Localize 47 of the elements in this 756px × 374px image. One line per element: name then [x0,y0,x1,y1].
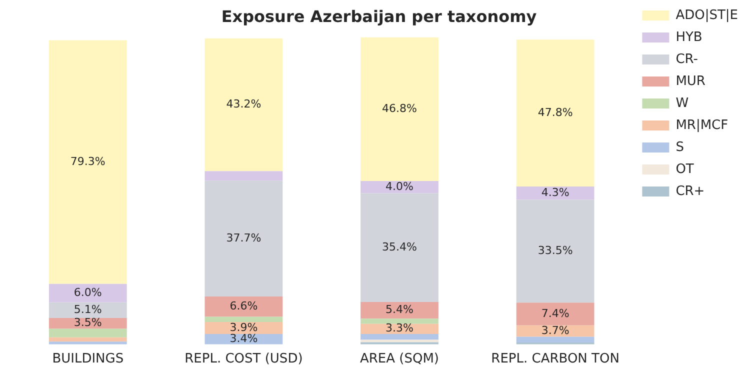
chart-title: Exposure Azerbaijan per taxonomy [221,6,538,26]
bar [516,302,594,326]
data-label: 3.5% [74,316,102,330]
bar [204,38,283,172]
legend-label: CR+ [676,184,705,199]
legend-label: S [676,140,684,155]
data-label: 33.5% [538,244,573,258]
bar [360,318,438,324]
bar [516,40,594,186]
bar [204,296,283,317]
data-label: 5.4% [386,303,414,316]
data-label: 3.3% [386,322,414,335]
data-label: 47.8% [538,106,573,119]
legend-label: W [676,96,689,111]
x-tick-label: REPL. COST (USD) [184,352,303,367]
legend-label: MR|MCF [676,118,728,133]
legend-label: ADO|ST|E [676,8,738,23]
legend-label: CR- [676,52,698,67]
data-label: 5.1% [74,303,102,316]
bar [516,336,594,343]
legend-label: MUR [676,74,706,89]
bar [204,316,283,322]
data-label: 4.3% [541,186,570,199]
data-label: 4.0% [386,180,414,193]
x-tick-label: BUILDINGS [52,352,124,367]
data-label: 43.2% [226,98,262,111]
bar [48,337,127,342]
data-label: 3.4% [230,332,258,346]
x-tick-label: AREA (SQM) [360,352,440,367]
bar [360,302,438,319]
legend-label: HYB [676,30,702,45]
bar [48,328,127,338]
bar [360,334,438,340]
data-label: 79.3% [70,154,106,168]
data-label: 6.0% [74,286,102,299]
bar [48,342,127,344]
data-label: 3.9% [230,320,258,334]
legend-label: OT [676,162,694,177]
data-label: 6.6% [230,299,258,312]
x-tick-label: REPL. CARBON TON [491,352,620,367]
data-label: 3.7% [541,324,570,337]
bar [360,37,438,181]
bar [48,40,127,284]
data-label: 7.4% [541,306,570,320]
data-label: 46.8% [382,102,417,115]
data-label: 35.4% [382,240,417,254]
data-label: 37.7% [226,231,262,244]
